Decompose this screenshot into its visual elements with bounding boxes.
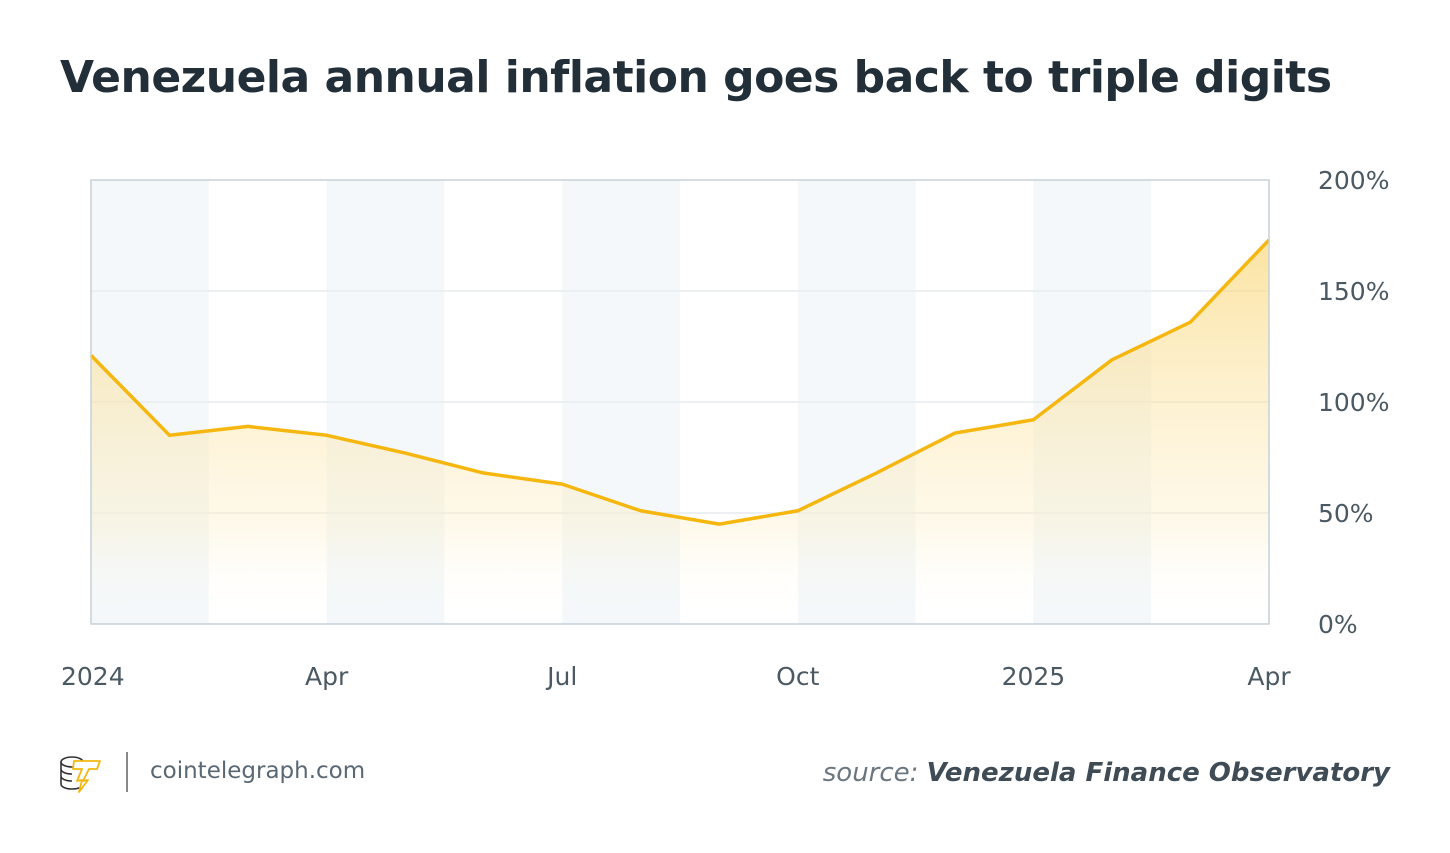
footer-divider <box>126 752 128 792</box>
source-name: Venezuela Finance Observatory <box>926 758 1390 788</box>
y-tick-label: 0% <box>1318 610 1358 639</box>
y-tick-label: 150% <box>1318 277 1389 306</box>
area-fill <box>91 239 1269 624</box>
x-tick-label: Oct <box>776 662 819 691</box>
x-tick-label: Apr <box>305 662 349 691</box>
y-tick-label: 200% <box>1318 166 1389 195</box>
x-tick-label: 2025 <box>1002 662 1066 691</box>
series-line <box>89 238 1271 526</box>
source-credit: source: Venezuela Finance Observatory <box>823 758 1390 788</box>
y-tick-label: 100% <box>1318 388 1389 417</box>
chart-title: Venezuela annual inflation goes back to … <box>60 52 1332 103</box>
x-tick-label: Jul <box>545 662 577 691</box>
plot-frame <box>90 179 1270 625</box>
brand-text: cointelegraph.com <box>150 758 366 784</box>
x-tick-label: 2024 <box>61 662 125 691</box>
cointelegraph-logo-icon <box>60 756 101 793</box>
y-tick-label: 50% <box>1318 499 1374 528</box>
x-tick-label: Apr <box>1247 662 1291 691</box>
source-label: source: <box>822 758 919 788</box>
